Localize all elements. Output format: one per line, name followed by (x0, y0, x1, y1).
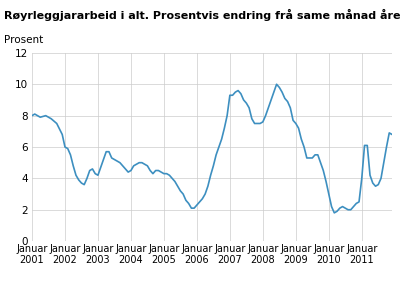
Text: Røyrleggjararbeid i alt. Prosentvis endring frå same månad året før: Røyrleggjararbeid i alt. Prosentvis endr… (4, 9, 400, 21)
Text: Prosent: Prosent (4, 35, 43, 45)
